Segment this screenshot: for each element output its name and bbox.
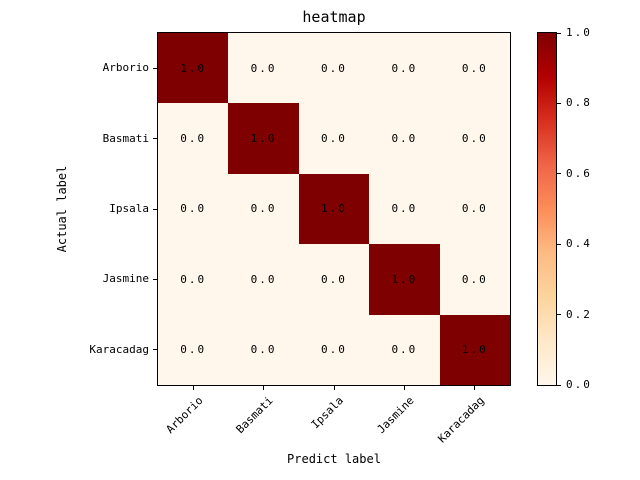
y-tick-label: Arborio [102,61,149,75]
colorbar-tick-mark [557,32,561,34]
heatmap-cell: 0.0 [158,103,229,174]
heatmap-cell: 0.0 [158,314,229,385]
heatmap-cell: 1.0 [439,314,510,385]
heatmap-cell: 0.0 [439,244,510,315]
y-tick-mark [153,208,157,210]
x-tick-mark [474,386,476,390]
heatmap-cell: 0.0 [439,33,510,104]
colorbar-tick-mark [557,102,561,104]
heatmap-cell: 0.0 [228,173,299,245]
heatmap-cell: 0.0 [439,173,510,245]
colorbar-tick-label: 1.0 [566,26,592,39]
heatmap-cell: 1.0 [158,33,229,104]
x-tick-label: Jasmine [374,394,417,436]
y-tick-mark [153,278,157,280]
heatmap-axes: 1.0 0.0 0.0 0.0 0.0 0.0 1.0 0.0 0.0 0.0 0.0 0.0 1.0 0… [157,32,511,386]
heatmap-cell: 0.0 [369,103,440,174]
colorbar-tick-label: 0.4 [566,237,592,251]
colorbar-tick-mark [557,314,561,316]
colorbar-tick-mark [557,173,561,175]
colorbar [537,32,557,386]
colorbar-tick-label: 0.6 [566,166,592,180]
colorbar-tick-label: 0.0 [566,378,592,391]
heatmap-cell: 0.0 [298,103,370,174]
chart-title: heatmap [302,8,366,26]
heatmap-cell: 0.0 [298,244,370,315]
y-tick-mark [153,349,157,351]
heatmap-cell: 0.0 [369,33,440,104]
heatmap-cell: 0.0 [228,244,299,315]
x-tick-mark [333,386,335,390]
colorbar-tick-label: 0.2 [566,307,592,321]
y-tick-label: Ipsala [109,202,149,215]
colorbar-tick-mark [557,384,561,386]
heatmap-cell: 0.0 [298,314,370,385]
heatmap-cell: 0.0 [158,244,229,315]
heatmap-cell: 0.0 [439,103,510,174]
heatmap-cell: 1.0 [228,103,299,174]
heatmap-cell: 1.0 [369,244,440,315]
heatmap-cell: 1.0 [298,173,370,245]
heatmap-cell: 0.0 [158,173,229,245]
heatmap-cell: 0.0 [228,33,299,104]
y-tick-label: Karacadag [89,342,149,356]
x-tick-label: Ipsala [308,394,347,432]
heatmap-cell: 0.0 [298,33,370,104]
heatmap-cell: 0.0 [369,314,440,385]
heatmap-cell: 0.0 [369,173,440,245]
x-axis-label: Predict label [287,452,381,466]
colorbar-tick-label: 0.8 [566,96,592,110]
y-tick-mark [153,67,157,69]
y-tick-mark [153,138,157,140]
colorbar-tick-mark [557,243,561,245]
x-tick-mark [403,386,405,390]
x-tick-mark [263,386,265,390]
y-tick-label: Basmati [102,131,149,145]
x-tick-label: Karacadag [435,394,488,446]
x-tick-label: Basmati [233,394,276,436]
y-tick-label: Jasmine [102,272,149,286]
heatmap-cells: 1.0 0.0 0.0 0.0 0.0 0.0 1.0 0.0 0.0 0.0 0.0 0.0 1.0 0… [158,33,510,385]
x-tick-label: Arborio [163,394,206,436]
heatmap-cell: 0.0 [228,314,299,385]
x-tick-mark [192,386,194,390]
